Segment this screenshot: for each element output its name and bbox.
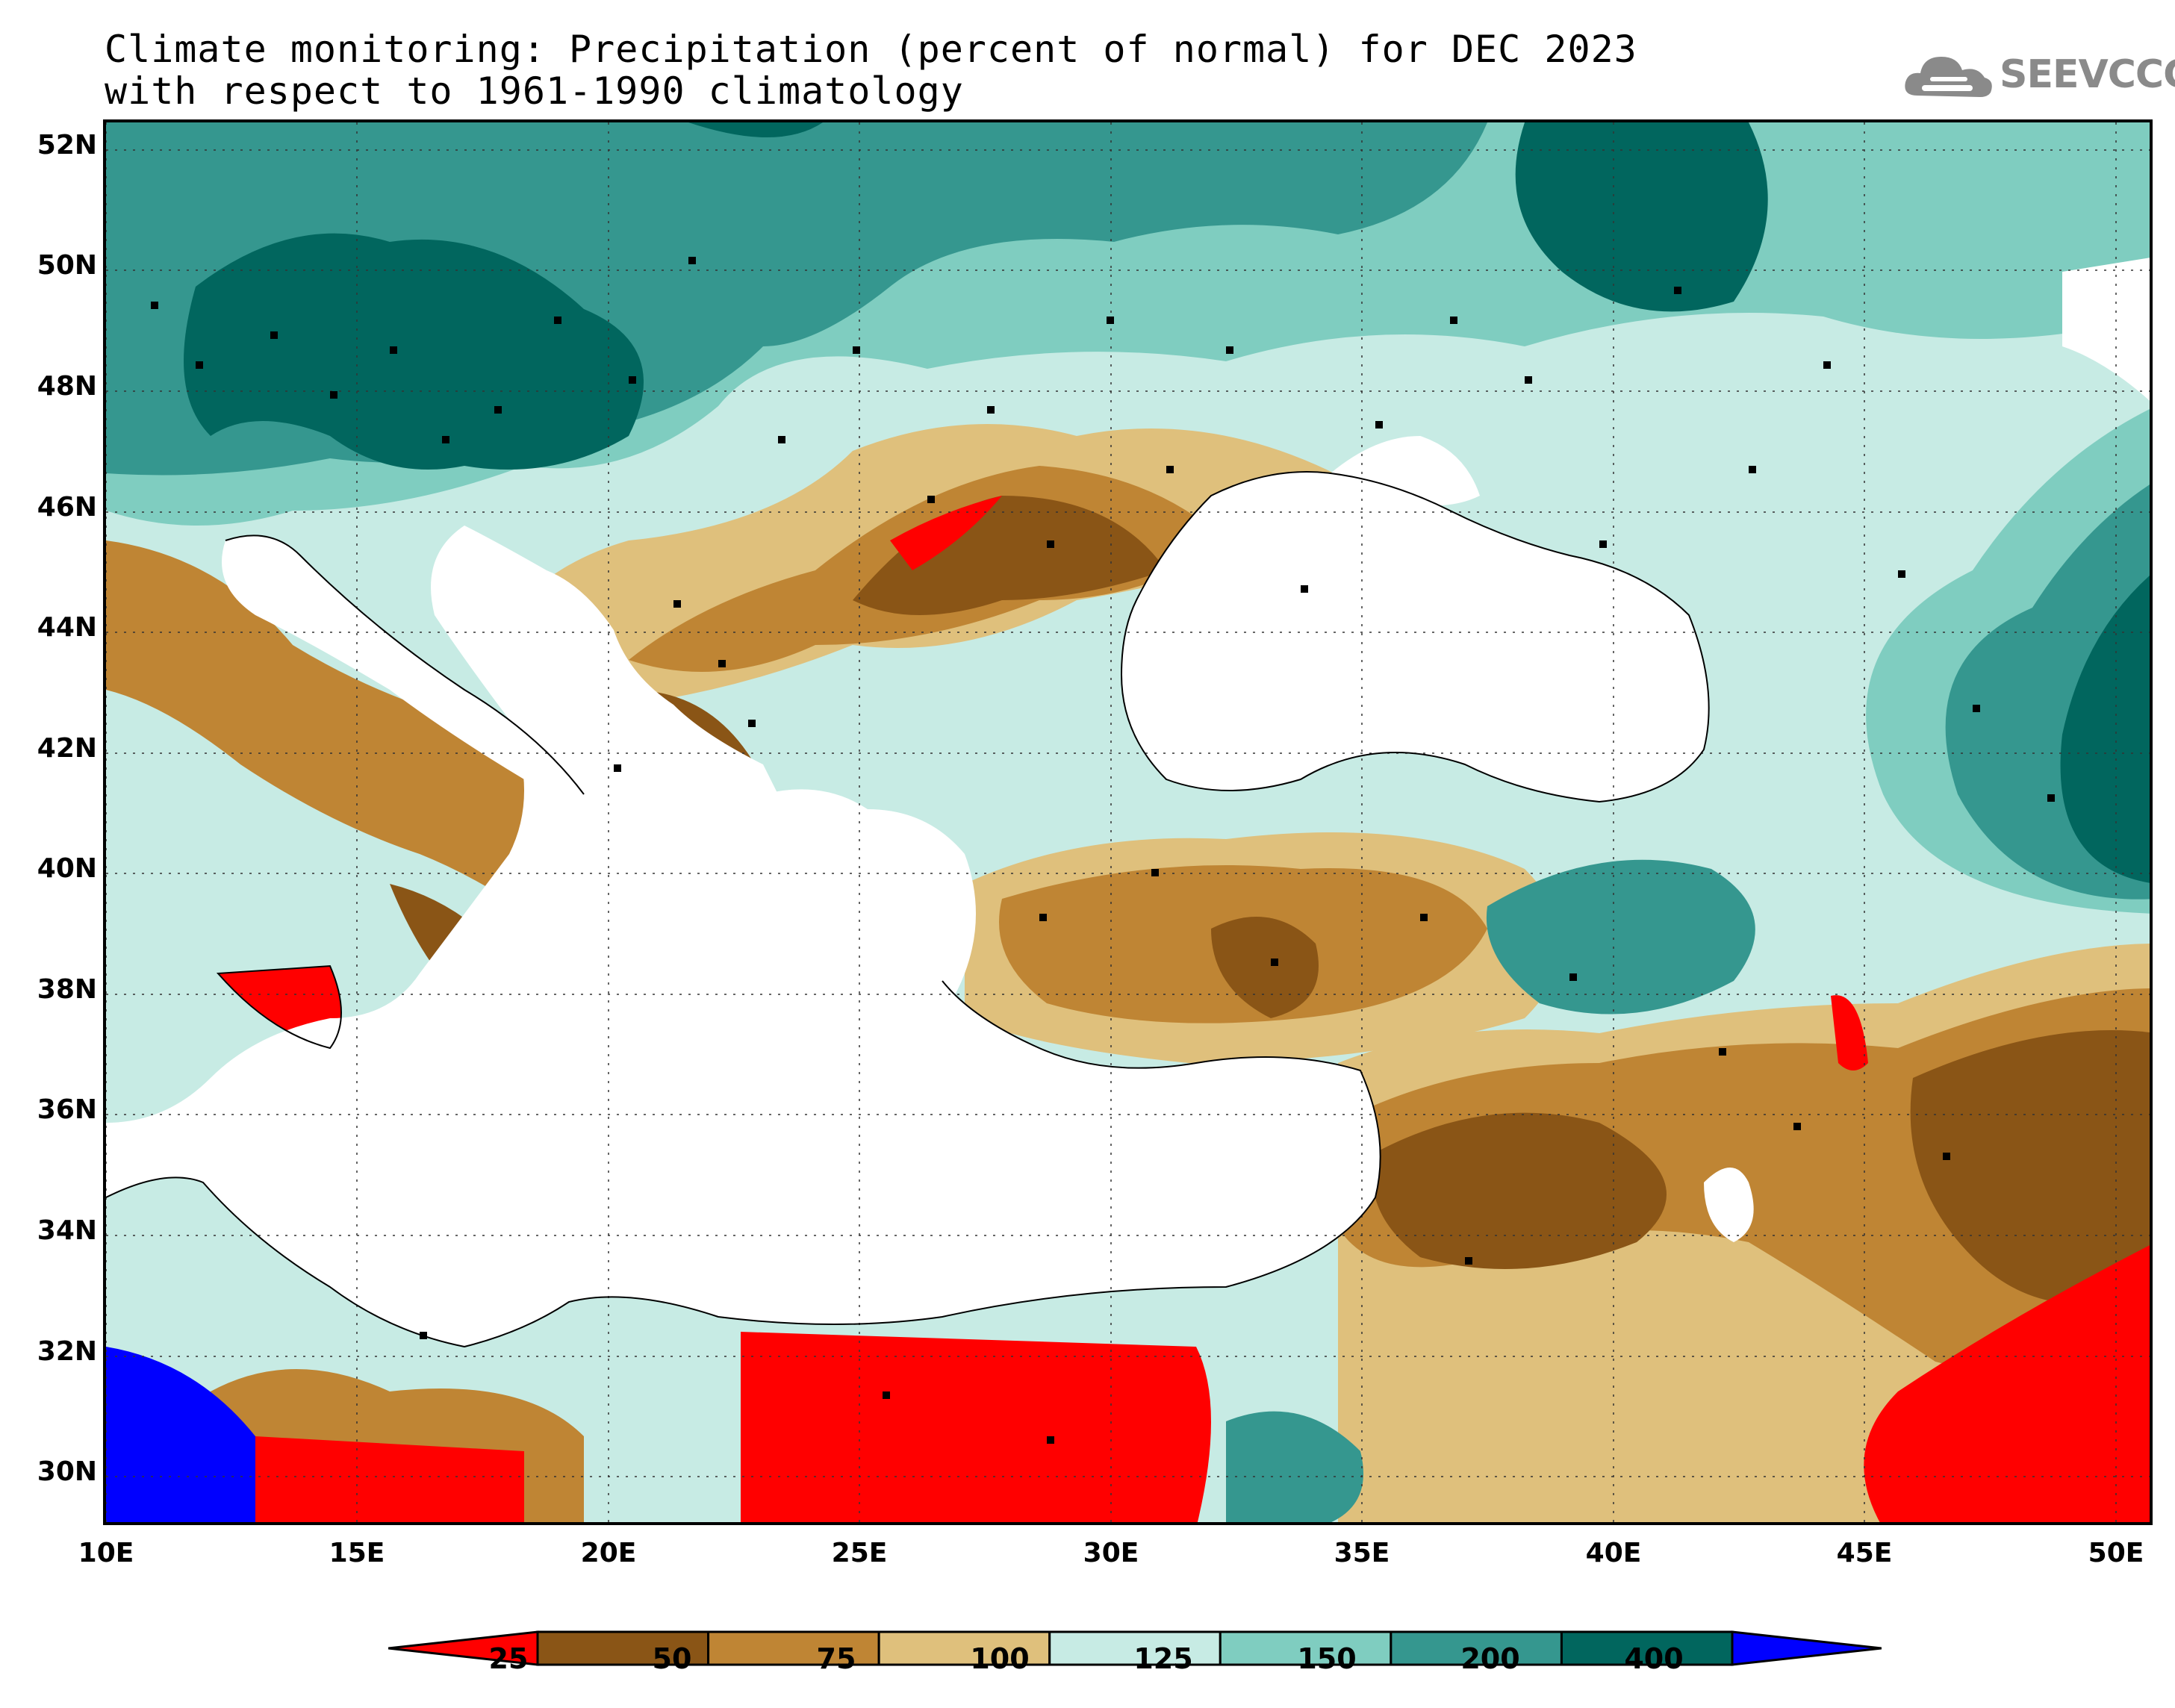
lon-label: 10E	[78, 1538, 134, 1568]
colorbar-segment	[707, 1630, 880, 1666]
lon-label: 45E	[1836, 1538, 1893, 1568]
logo-text: SEEVCCC	[2000, 52, 2175, 97]
lon-label: 40E	[1585, 1538, 1642, 1568]
colorbar-label: 200	[1460, 1642, 1520, 1675]
lat-label: 46N	[37, 492, 97, 523]
region-200-400-caspian	[2060, 576, 2150, 883]
seevccc-logo: SEEVCCC	[1902, 43, 2175, 110]
colorbar-segment	[1731, 1630, 1882, 1666]
region-lt25-persian-gulf	[1864, 1245, 2150, 1522]
black-sea	[1121, 472, 1709, 802]
precipitation-map	[103, 119, 2153, 1525]
colorbar-label: 50	[652, 1642, 692, 1675]
region-200-400-russia	[1515, 122, 1768, 312]
colorbar-label: 150	[1297, 1642, 1357, 1675]
region-150-200-east-turkey	[1486, 859, 1755, 1014]
station-markers	[151, 257, 2055, 1444]
lon-label: 20E	[580, 1538, 637, 1568]
adriatic-sea	[222, 535, 584, 800]
colorbar-label: 100	[970, 1642, 1030, 1675]
region-25-50-central-turkey	[1211, 917, 1319, 1018]
lat-label: 44N	[37, 612, 97, 643]
lat-label: 36N	[37, 1094, 97, 1125]
region-gt400-tunisia	[106, 1347, 255, 1522]
lat-label: 50N	[37, 250, 97, 281]
map-title-line-2: with respect to 1961-1990 climatology	[105, 69, 964, 113]
aegean-sea	[763, 789, 976, 1048]
map-field	[106, 122, 2150, 1522]
region-200-400-central-europe	[184, 233, 644, 470]
azov-crimea	[1331, 436, 1480, 506]
colorbar-segment	[536, 1630, 710, 1666]
region-200-400-poland	[688, 122, 823, 137]
graticule	[106, 122, 2150, 1522]
colorbar	[388, 1630, 1882, 1666]
region-lt25-romania	[890, 496, 1002, 570]
colorbar-label: 400	[1624, 1642, 1684, 1675]
region-25-50-syria	[1372, 1112, 1667, 1269]
region-lt25-libya-egypt	[741, 1332, 1211, 1522]
lat-label: 30N	[37, 1456, 97, 1487]
no-data-syria-desert	[1704, 1168, 1754, 1242]
colorbar-segment	[1219, 1630, 1393, 1666]
lat-label: 40N	[37, 853, 97, 884]
no-data-volga	[2062, 258, 2150, 401]
lon-label: 50E	[2088, 1538, 2144, 1568]
lat-label: 42N	[37, 733, 97, 764]
lat-label: 52N	[37, 130, 97, 160]
colorbar-label: 125	[1133, 1642, 1193, 1675]
region-150-200-sinai	[1226, 1411, 1363, 1522]
colorbar-label: 25	[488, 1642, 529, 1675]
map-title-line-1: Climate monitoring: Precipitation (perce…	[105, 28, 1637, 71]
region-25-50-romania	[853, 496, 1166, 615]
lat-label: 38N	[37, 974, 97, 1005]
lat-label: 32N	[37, 1336, 97, 1367]
coastlines	[106, 471, 1710, 1348]
region-lt25-libya-west	[255, 1436, 524, 1522]
colorbar-segment	[1048, 1630, 1222, 1666]
lat-label: 34N	[37, 1215, 97, 1246]
lon-label: 25E	[831, 1538, 888, 1568]
lon-label: 35E	[1334, 1538, 1390, 1568]
lat-label: 48N	[37, 371, 97, 402]
cloud-icon	[1905, 57, 1992, 97]
region-lt25-iraq	[1831, 995, 1868, 1070]
lon-label: 15E	[329, 1538, 385, 1568]
colorbar-label: 75	[816, 1642, 856, 1675]
mediterranean-sea	[106, 526, 1381, 1347]
lon-label: 30E	[1083, 1538, 1139, 1568]
